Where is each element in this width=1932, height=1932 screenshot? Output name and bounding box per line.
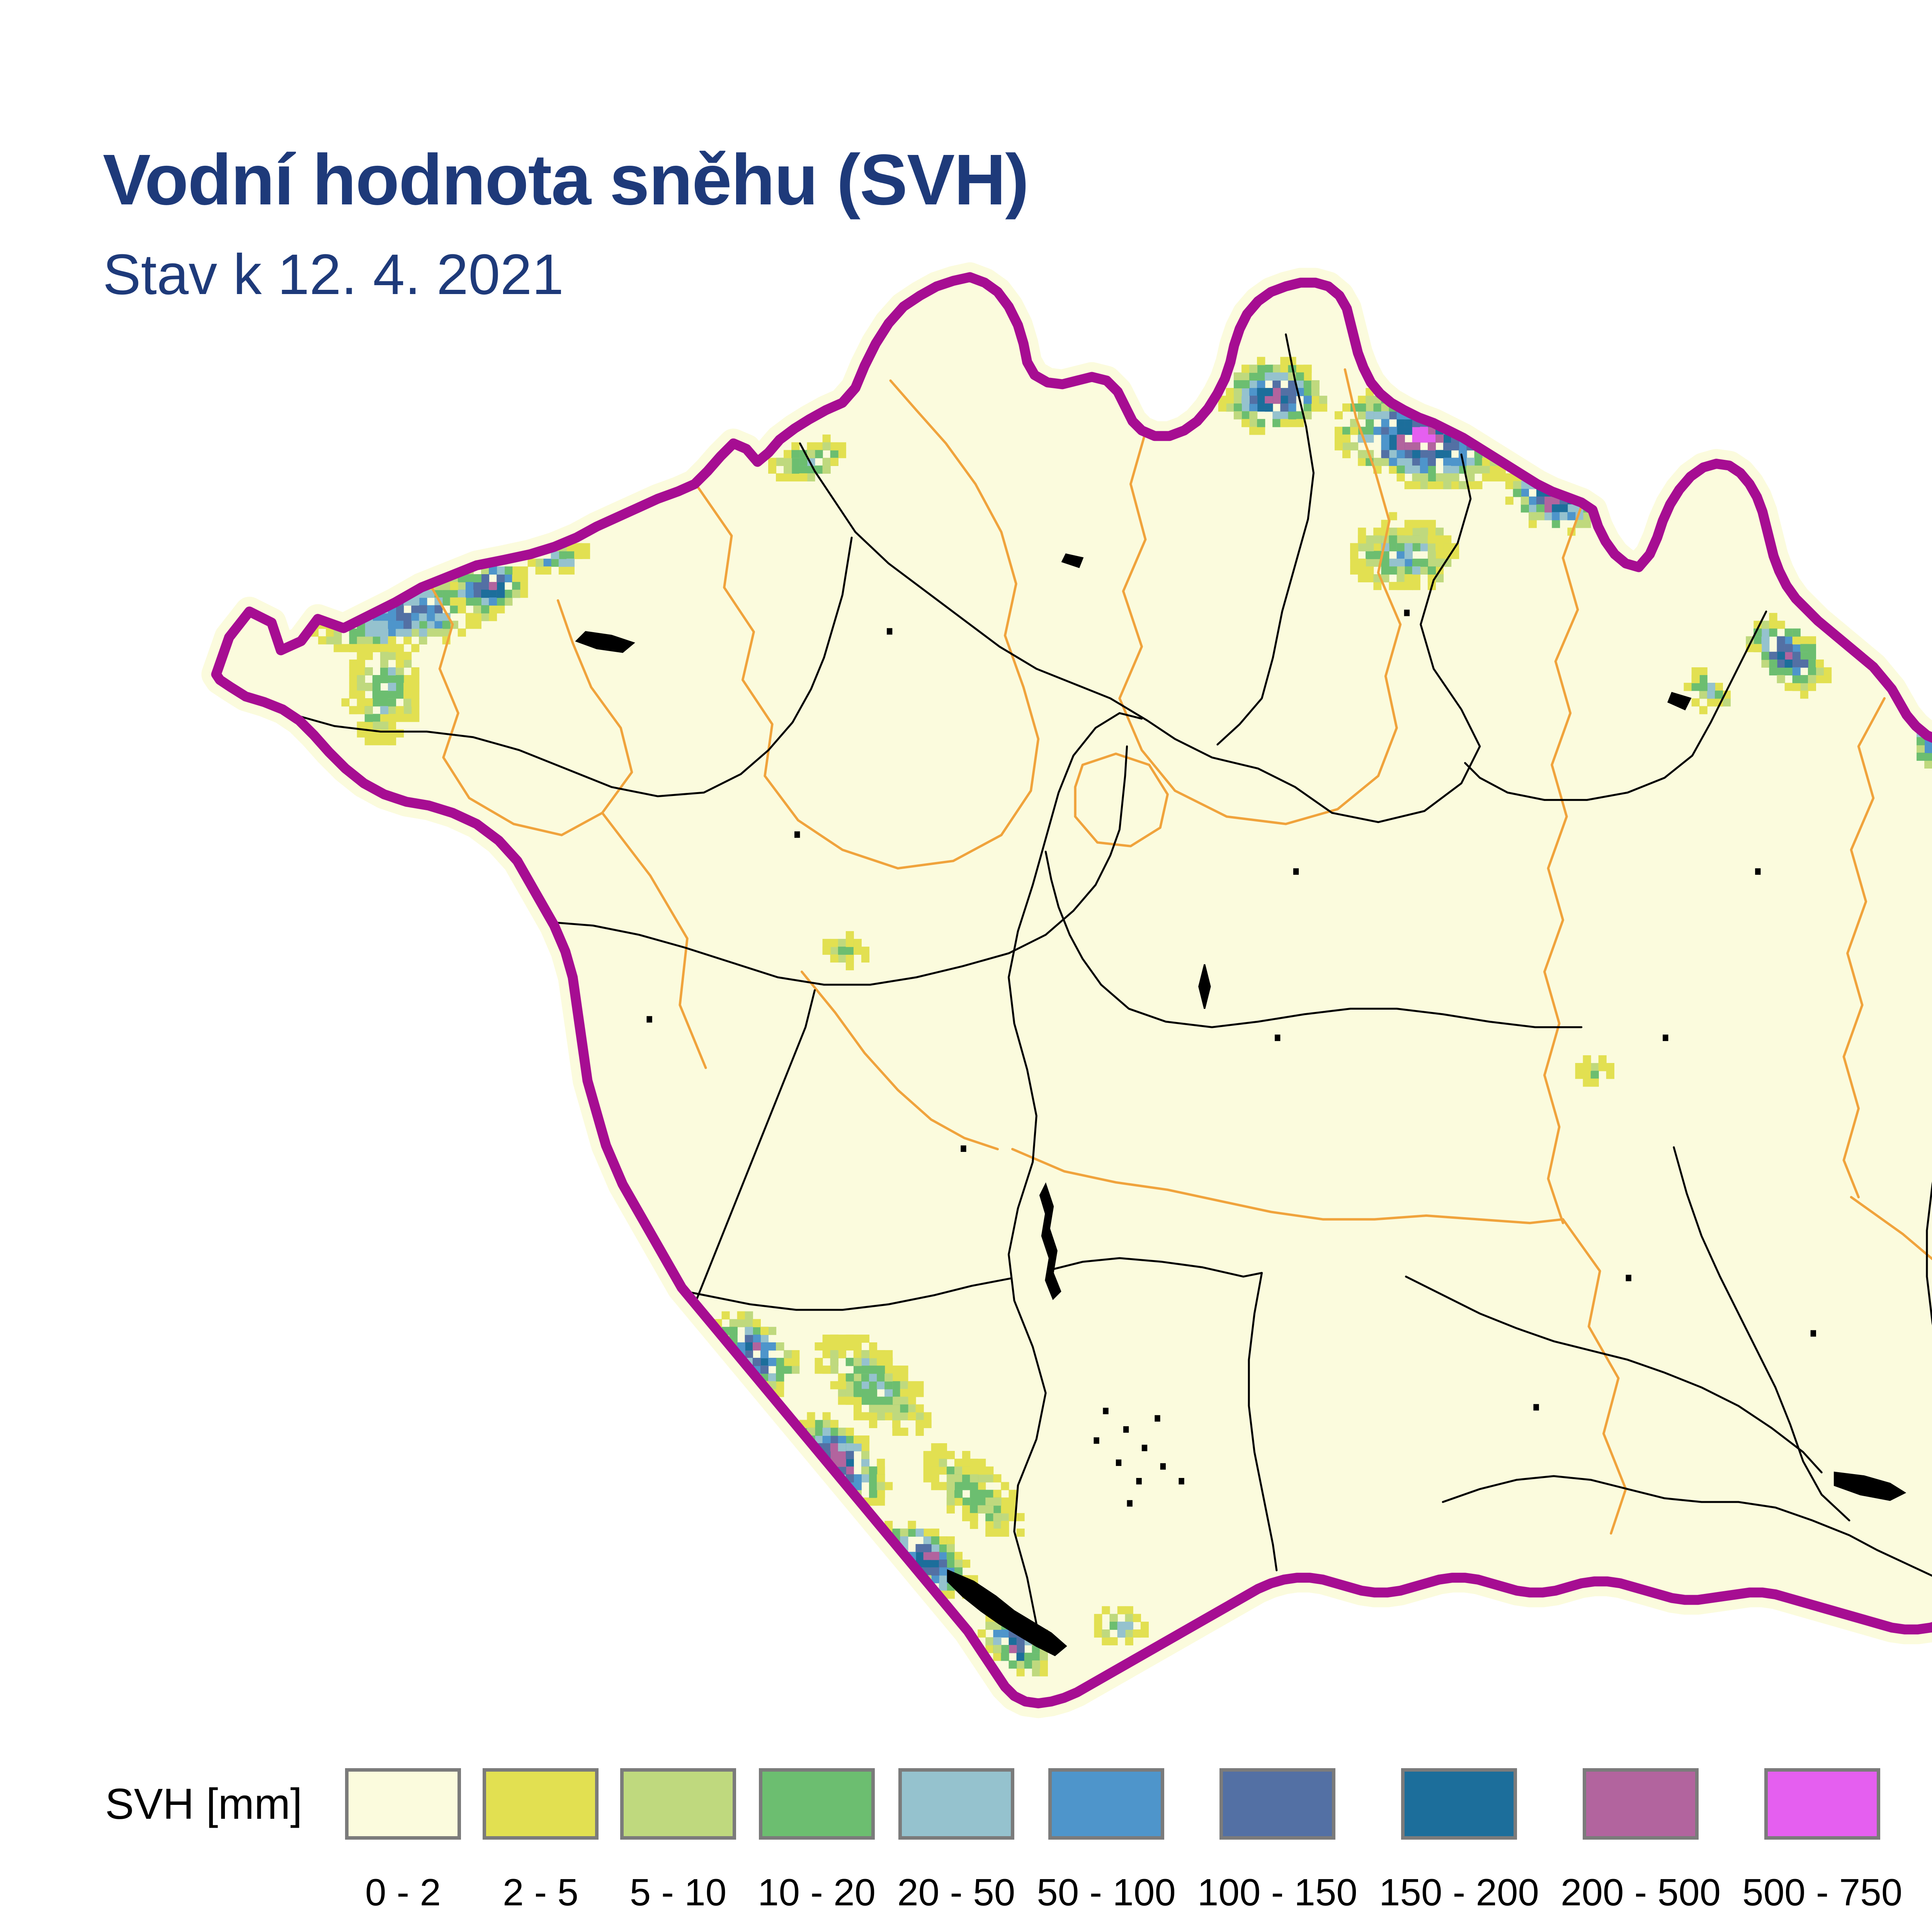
legend-swatch xyxy=(345,1768,461,1840)
legend-items: 0 - 2 2 - 5 5 - 10 10 - 20 20 - 50 50 - 100 10… xyxy=(345,1768,1902,1914)
page-subtitle: Stav k 12. 4. 2021 xyxy=(103,243,564,306)
legend-range-label: 50 - 100 xyxy=(1037,1871,1176,1913)
legend-range-label: 150 - 200 xyxy=(1379,1871,1539,1913)
legend-range-label: 10 - 20 xyxy=(758,1871,876,1913)
legend-range-label: 20 - 50 xyxy=(897,1871,1015,1913)
scale-label: 100 km xyxy=(1613,1929,1735,1932)
legend-item: 500 - 750 xyxy=(1742,1768,1902,1914)
legend-range-label: 100 - 150 xyxy=(1197,1871,1357,1913)
scale-ticks xyxy=(1134,1929,1649,1932)
legend-range-label: 5 - 10 xyxy=(629,1871,727,1913)
scale-label: 50 xyxy=(1371,1929,1413,1932)
legend-item: 0 - 2 xyxy=(345,1768,461,1914)
legend-swatch xyxy=(898,1768,1014,1840)
legend-range-label: 500 - 750 xyxy=(1742,1871,1903,1913)
legend-swatch xyxy=(1583,1768,1699,1840)
scale-label: 0 xyxy=(1124,1929,1145,1932)
lakes xyxy=(575,553,1906,1656)
legend-item: 50 - 100 xyxy=(1037,1768,1176,1914)
legend-item: 150 - 200 xyxy=(1379,1768,1539,1914)
legend-title: SVH [mm] xyxy=(105,1780,303,1828)
legend-item: 2 - 5 xyxy=(483,1768,599,1914)
scale-bar: 0 25 50 100 km xyxy=(1124,1929,1734,1932)
region-boundaries xyxy=(427,368,1932,1535)
country-border xyxy=(211,272,1932,1709)
legend-item: 10 - 20 xyxy=(758,1768,876,1914)
legend-item: 100 - 150 xyxy=(1197,1768,1357,1914)
legend-swatch xyxy=(1048,1768,1165,1840)
legend-item: 5 - 10 xyxy=(620,1768,736,1914)
legend-swatch xyxy=(483,1768,599,1840)
legend-range-label: 2 - 5 xyxy=(502,1871,579,1913)
scale-labels: 0 25 50 100 km xyxy=(1124,1929,1734,1932)
legend-swatch xyxy=(1401,1768,1517,1840)
legend-swatch xyxy=(620,1768,736,1840)
legend-swatch xyxy=(1219,1768,1335,1840)
page-title: Vodní hodnota sněhu (SVH) xyxy=(103,140,1029,220)
legend-swatch xyxy=(759,1768,875,1840)
legend-range-label: 0 - 2 xyxy=(365,1871,441,1913)
legend-item: 20 - 50 xyxy=(897,1768,1015,1914)
legend-item: 200 - 500 xyxy=(1561,1768,1721,1914)
rivers xyxy=(243,333,1932,1625)
legend-swatch xyxy=(1764,1768,1881,1840)
scale-label: 25 xyxy=(1243,1929,1284,1932)
legend-range-label: 200 - 500 xyxy=(1561,1871,1721,1913)
